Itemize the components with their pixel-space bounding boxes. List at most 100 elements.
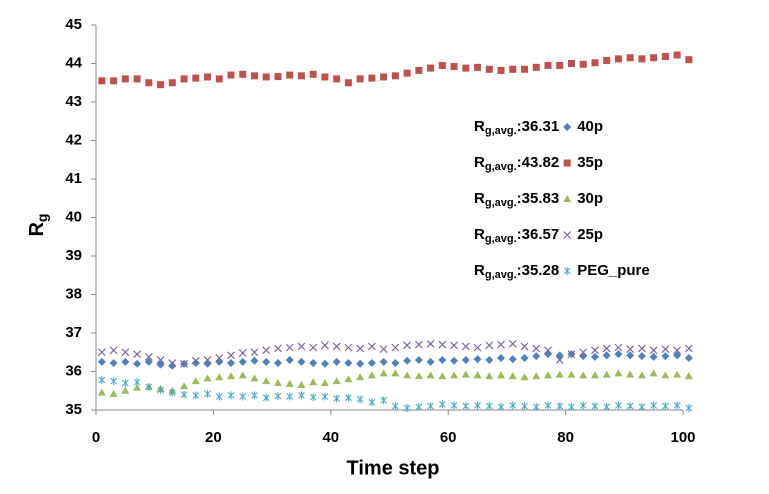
point (579, 401, 587, 410)
point (180, 390, 188, 399)
point (661, 345, 670, 354)
point (497, 402, 505, 411)
point (391, 402, 399, 411)
point (98, 77, 106, 85)
point (497, 340, 505, 349)
point (332, 357, 341, 366)
point (426, 339, 435, 348)
point (380, 396, 388, 405)
point (662, 402, 669, 411)
legend-avg: 36.57 (522, 226, 560, 243)
point (203, 374, 212, 382)
point (532, 344, 541, 353)
point (556, 402, 564, 411)
point (555, 370, 564, 378)
point (356, 359, 365, 368)
y-tick-label: 35 (65, 401, 82, 418)
point (344, 343, 353, 352)
legend-avg: 36.31 (522, 118, 560, 135)
point (344, 359, 353, 368)
point (521, 65, 529, 73)
point (485, 372, 494, 380)
legend-label: Rg,avg.:43.82 (474, 154, 559, 173)
legend-prefix-main: R (474, 118, 485, 135)
point (414, 372, 423, 380)
point (673, 370, 682, 378)
point (133, 383, 142, 391)
legend-name: 25p (577, 226, 603, 243)
point (650, 401, 658, 410)
legend-prefix-sep: : (517, 118, 522, 135)
point (321, 392, 329, 401)
point (403, 371, 412, 379)
point (497, 371, 506, 379)
point (168, 79, 176, 87)
point (426, 357, 435, 366)
point (438, 61, 446, 69)
y-tick-label: 45 (65, 16, 82, 33)
y-tick-label: 39 (65, 247, 82, 264)
point (590, 352, 599, 361)
point (109, 359, 118, 368)
point (97, 388, 106, 396)
point (649, 352, 658, 361)
point (192, 74, 200, 82)
point (238, 357, 247, 366)
legend-label: Rg,avg.:35.83 (474, 190, 559, 209)
point (532, 63, 540, 71)
point (543, 350, 552, 359)
point (520, 342, 529, 351)
point (661, 352, 670, 361)
point (614, 369, 623, 377)
y-tick-label: 38 (65, 285, 82, 302)
point (403, 341, 412, 350)
legend-prefix-sep: : (517, 154, 522, 171)
y-tick-label: 43 (65, 93, 82, 110)
point (567, 370, 576, 378)
point (273, 359, 282, 368)
point (192, 391, 200, 400)
point (461, 342, 470, 351)
point (333, 394, 341, 403)
point (673, 51, 681, 59)
point (638, 55, 646, 63)
point (285, 343, 294, 352)
point (273, 379, 282, 387)
point (509, 65, 517, 73)
point (414, 355, 423, 364)
legend-prefix-main: R (474, 226, 485, 243)
point (426, 371, 435, 379)
point (168, 388, 176, 397)
point (520, 373, 529, 381)
legend-name: 40p (577, 118, 603, 135)
x-tick-label: 0 (92, 429, 100, 446)
legend-prefix-sub: g,avg. (485, 269, 517, 281)
point (579, 352, 588, 361)
point (415, 402, 423, 411)
point (497, 66, 505, 74)
point (274, 344, 282, 353)
point (450, 401, 458, 410)
point (567, 350, 576, 359)
point (555, 351, 564, 360)
point (157, 385, 164, 394)
point (203, 356, 212, 364)
point (485, 65, 493, 73)
point (473, 355, 482, 364)
point (590, 371, 599, 379)
point (133, 350, 142, 359)
point (215, 357, 224, 366)
point (367, 342, 376, 351)
point (262, 393, 270, 402)
point (473, 343, 482, 352)
point (367, 371, 376, 379)
point (203, 359, 212, 368)
y-tick-label: 41 (65, 170, 82, 187)
point (626, 345, 635, 354)
point (356, 395, 364, 404)
legend-marker (563, 231, 572, 239)
x-tick-label: 20 (205, 429, 222, 446)
point (591, 346, 599, 355)
point (332, 342, 341, 351)
point (673, 401, 681, 410)
